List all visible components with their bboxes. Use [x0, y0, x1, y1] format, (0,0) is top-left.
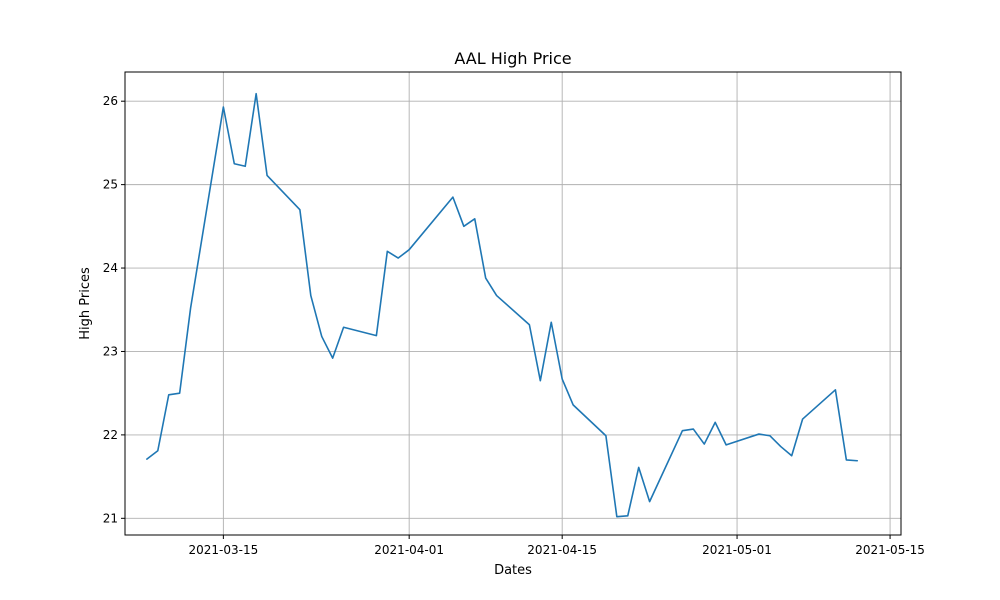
y-tick-label: 25: [103, 178, 118, 192]
y-tick-label: 23: [103, 344, 118, 358]
series-line-0: [146, 92, 859, 518]
y-tick-label: 24: [103, 261, 118, 275]
x-tick-label: 2021-03-15: [188, 543, 258, 557]
grid: [125, 72, 901, 535]
y-axis-label: High Prices: [78, 267, 93, 340]
y-tick-label: 22: [103, 428, 118, 442]
series-layer: [146, 92, 859, 518]
chart-title: AAL High Price: [454, 49, 571, 68]
x-axis-label: Dates: [494, 563, 532, 578]
y-tick-label: 21: [103, 511, 118, 525]
plot-frame: [124, 71, 902, 536]
y-tick-label: 26: [103, 94, 118, 108]
x-axis-ticks: 2021-03-15 2021-04-01 2021-04-15 2021-05-01…: [188, 535, 925, 557]
x-tick-label: 2021-04-15: [527, 543, 597, 557]
y-axis-ticks: 21 22 23 24 25 26: [103, 94, 125, 525]
x-tick-label: 2021-05-01: [702, 543, 772, 557]
x-tick-label: 2021-05-15: [855, 543, 925, 557]
x-tick-label: 2021-04-01: [374, 543, 444, 557]
